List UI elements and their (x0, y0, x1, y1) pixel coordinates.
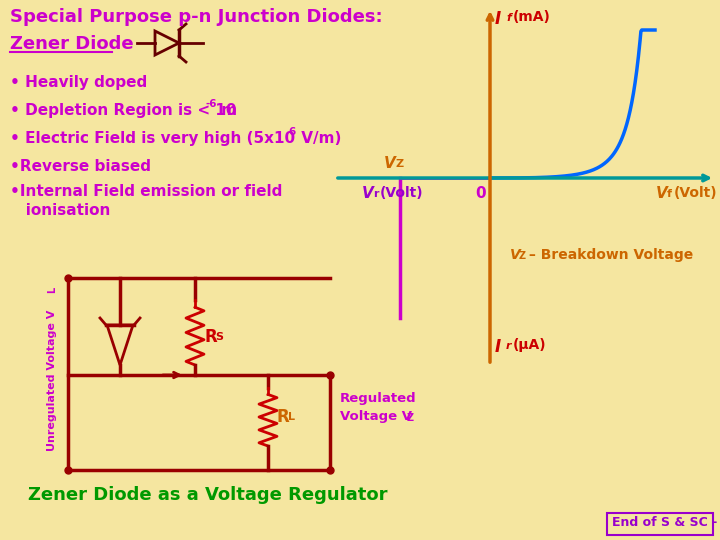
Text: Unregulated Voltage V: Unregulated Voltage V (47, 309, 57, 451)
Text: ionisation: ionisation (10, 203, 110, 218)
Text: r: r (373, 189, 379, 199)
Text: S: S (215, 332, 223, 342)
Polygon shape (155, 31, 179, 55)
Text: Regulated: Regulated (340, 392, 417, 405)
Text: • Electric Field is very high (5x10: • Electric Field is very high (5x10 (10, 131, 295, 146)
Text: 0: 0 (475, 186, 485, 201)
Text: • Heavily doped: • Heavily doped (10, 75, 148, 90)
Text: V: V (362, 186, 374, 201)
Text: Special Purpose p-n Junction Diodes:: Special Purpose p-n Junction Diodes: (10, 8, 382, 26)
Text: V: V (384, 156, 396, 171)
Text: – Breakdown Voltage: – Breakdown Voltage (524, 248, 693, 262)
Text: V/m): V/m) (296, 131, 341, 146)
Text: Z: Z (407, 413, 414, 423)
Text: I: I (495, 10, 501, 28)
Text: (μA): (μA) (513, 338, 546, 352)
Text: R: R (277, 408, 289, 426)
Text: Z: Z (395, 159, 403, 169)
Text: Zener Diode: Zener Diode (10, 35, 134, 53)
FancyBboxPatch shape (607, 513, 713, 535)
Text: •Reverse biased: •Reverse biased (10, 159, 151, 174)
Text: V: V (510, 248, 521, 262)
Text: Z: Z (519, 251, 526, 261)
Text: L: L (288, 412, 295, 422)
Text: Zener Diode as a Voltage Regulator: Zener Diode as a Voltage Regulator (28, 486, 387, 504)
Text: f: f (506, 13, 511, 23)
Text: End of S & SC - II: End of S & SC - II (612, 516, 720, 529)
Text: f: f (667, 189, 672, 199)
Text: r: r (506, 341, 511, 351)
Text: • Depletion Region is < 10: • Depletion Region is < 10 (10, 103, 236, 118)
Text: V: V (656, 186, 667, 201)
Text: I: I (495, 338, 501, 356)
Text: R: R (204, 328, 217, 346)
Text: m: m (216, 103, 237, 118)
Text: Voltage V: Voltage V (340, 410, 412, 423)
Text: (Volt): (Volt) (380, 186, 423, 200)
Text: L: L (47, 287, 57, 293)
Text: •Internal Field emission or field: •Internal Field emission or field (10, 184, 282, 199)
Text: (mA): (mA) (513, 10, 551, 24)
Text: -6: -6 (206, 99, 217, 109)
Text: 6: 6 (288, 127, 295, 137)
Text: (Volt): (Volt) (674, 186, 718, 200)
